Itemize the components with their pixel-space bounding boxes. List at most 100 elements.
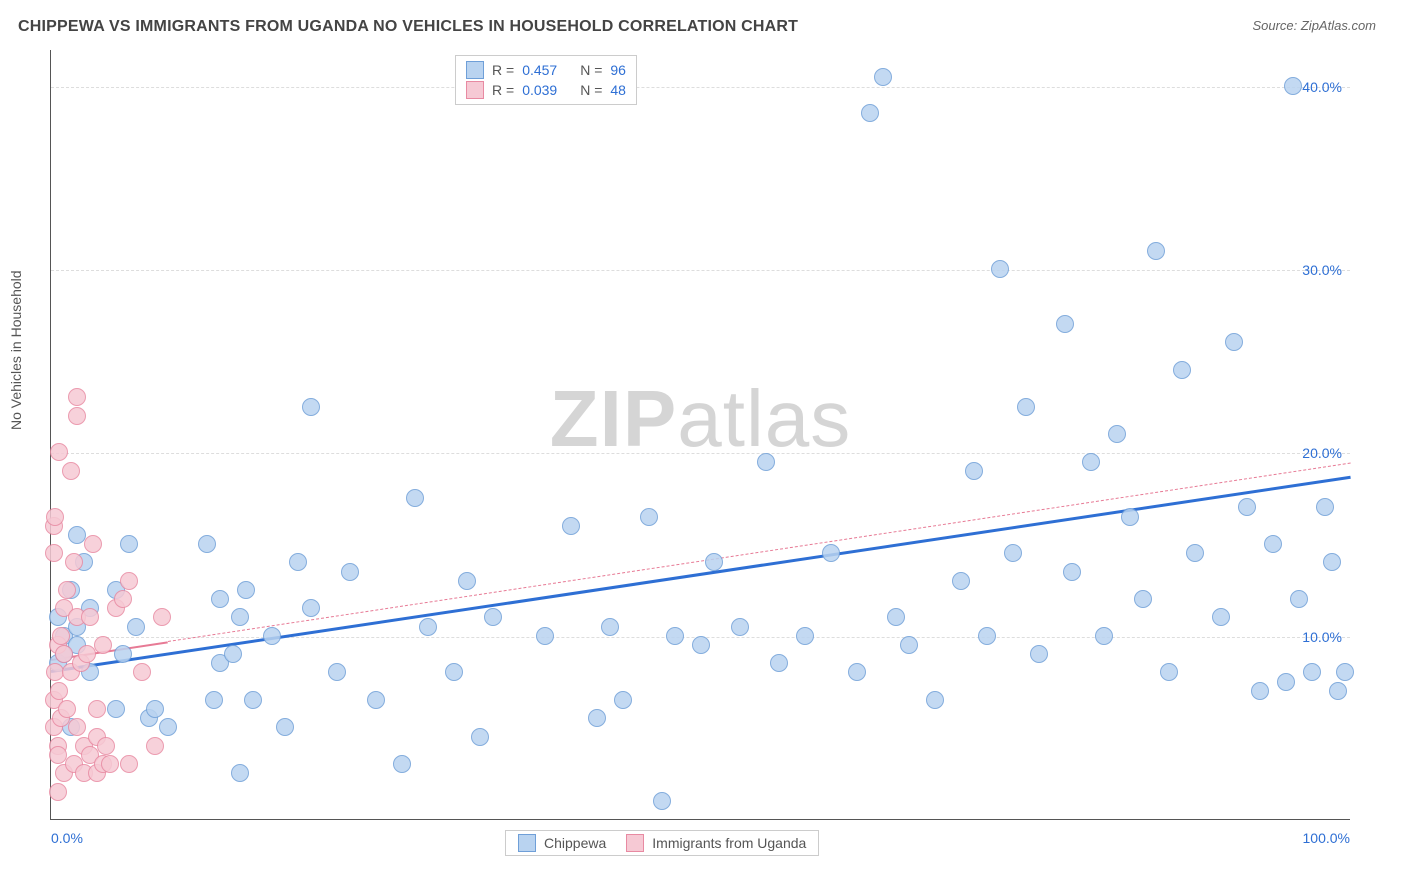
data-point <box>146 700 164 718</box>
data-point <box>1303 663 1321 681</box>
data-point <box>120 572 138 590</box>
x-tick-label: 100.0% <box>1303 830 1350 846</box>
data-point <box>81 608 99 626</box>
data-point <box>62 462 80 480</box>
data-point <box>1316 498 1334 516</box>
data-point <box>1225 333 1243 351</box>
data-point <box>705 553 723 571</box>
legend-swatch <box>518 834 536 852</box>
data-point <box>1095 627 1113 645</box>
data-point <box>159 718 177 736</box>
legend-series-item: Immigrants from Uganda <box>626 834 806 852</box>
data-point <box>588 709 606 727</box>
data-point <box>1017 398 1035 416</box>
data-point <box>211 590 229 608</box>
legend-stats: R =0.457N =96R =0.039N =48 <box>455 55 637 105</box>
data-point <box>640 508 658 526</box>
data-point <box>926 691 944 709</box>
legend-stat-row: R =0.039N =48 <box>466 80 626 100</box>
data-point <box>153 608 171 626</box>
data-point <box>822 544 840 562</box>
data-point <box>367 691 385 709</box>
legend-swatch <box>466 81 484 99</box>
data-point <box>88 700 106 718</box>
data-point <box>120 755 138 773</box>
data-point <box>1238 498 1256 516</box>
data-point <box>965 462 983 480</box>
y-tick-label: 20.0% <box>1302 445 1342 461</box>
chart-title: CHIPPEWA VS IMMIGRANTS FROM UGANDA NO VE… <box>18 18 798 36</box>
data-point <box>1173 361 1191 379</box>
data-point <box>133 663 151 681</box>
data-point <box>1147 242 1165 260</box>
data-point <box>263 627 281 645</box>
data-point <box>445 663 463 681</box>
legend-stat-row: R =0.457N =96 <box>466 60 626 80</box>
legend-series: Chippewa Immigrants from Uganda <box>505 830 819 856</box>
watermark: ZIPatlas <box>550 373 851 465</box>
legend-swatch <box>626 834 644 852</box>
data-point <box>328 663 346 681</box>
data-point <box>1004 544 1022 562</box>
data-point <box>1277 673 1295 691</box>
data-point <box>952 572 970 590</box>
data-point <box>114 645 132 663</box>
data-point <box>237 581 255 599</box>
data-point <box>601 618 619 636</box>
data-point <box>1290 590 1308 608</box>
data-point <box>231 608 249 626</box>
gridline <box>51 453 1350 454</box>
trend-line-dashed <box>168 462 1351 642</box>
gridline <box>51 270 1350 271</box>
data-point <box>1284 77 1302 95</box>
data-point <box>731 618 749 636</box>
data-point <box>50 682 68 700</box>
data-point <box>68 718 86 736</box>
data-point <box>52 627 70 645</box>
data-point <box>484 608 502 626</box>
data-point <box>471 728 489 746</box>
data-point <box>1212 608 1230 626</box>
data-point <box>97 737 115 755</box>
data-point <box>49 746 67 764</box>
data-point <box>127 618 145 636</box>
data-point <box>205 691 223 709</box>
data-point <box>107 700 125 718</box>
data-point <box>68 407 86 425</box>
data-point <box>276 718 294 736</box>
data-point <box>887 608 905 626</box>
data-point <box>1264 535 1282 553</box>
data-point <box>84 535 102 553</box>
data-point <box>289 553 307 571</box>
source-credit: Source: ZipAtlas.com <box>1252 18 1376 33</box>
data-point <box>1030 645 1048 663</box>
data-point <box>146 737 164 755</box>
x-tick-label: 0.0% <box>51 830 83 846</box>
data-point <box>536 627 554 645</box>
data-point <box>978 627 996 645</box>
data-point <box>55 645 73 663</box>
data-point <box>50 443 68 461</box>
data-point <box>406 489 424 507</box>
data-point <box>1134 590 1152 608</box>
data-point <box>1108 425 1126 443</box>
data-point <box>46 508 64 526</box>
data-point <box>244 691 262 709</box>
data-point <box>1160 663 1178 681</box>
data-point <box>65 553 83 571</box>
data-point <box>393 755 411 773</box>
data-point <box>198 535 216 553</box>
data-point <box>796 627 814 645</box>
data-point <box>49 783 67 801</box>
data-point <box>58 700 76 718</box>
data-point <box>302 398 320 416</box>
data-point <box>861 104 879 122</box>
data-point <box>562 517 580 535</box>
data-point <box>224 645 242 663</box>
data-point <box>1056 315 1074 333</box>
data-point <box>101 755 119 773</box>
data-point <box>419 618 437 636</box>
legend-series-label: Chippewa <box>544 835 606 851</box>
data-point <box>341 563 359 581</box>
data-point <box>770 654 788 672</box>
